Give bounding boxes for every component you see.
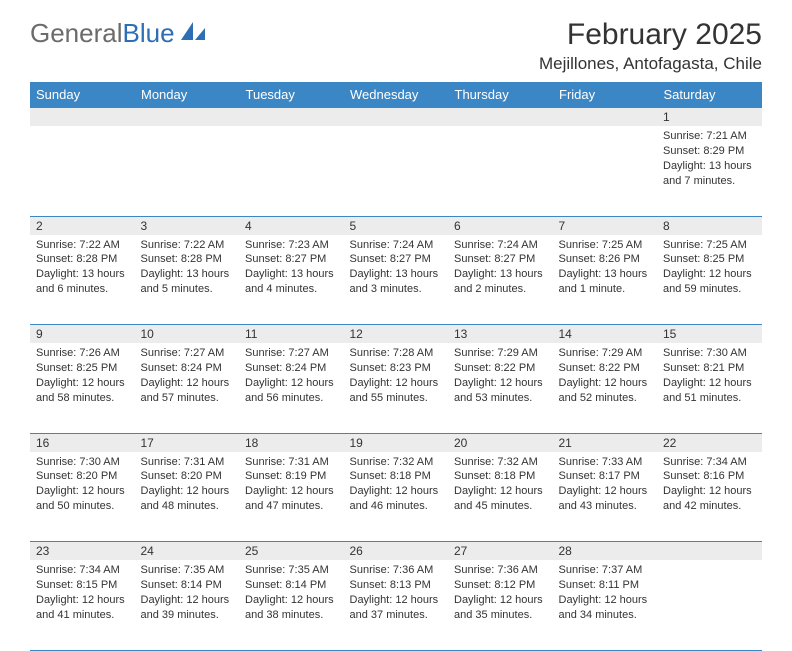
- logo-text-general: General: [30, 18, 123, 49]
- day-content-cell: Sunrise: 7:37 AMSunset: 8:11 PMDaylight:…: [553, 560, 658, 650]
- day-content-cell: [553, 126, 658, 216]
- day-number-cell: 20: [448, 433, 553, 452]
- day-number-cell: 6: [448, 216, 553, 235]
- day-number-cell: 18: [239, 433, 344, 452]
- day-content-cell: Sunrise: 7:36 AMSunset: 8:13 PMDaylight:…: [344, 560, 449, 650]
- day-content-cell: Sunrise: 7:25 AMSunset: 8:25 PMDaylight:…: [657, 235, 762, 325]
- calendar-body: 1 Sunrise: 7:21 AMSunset: 8:29 PMDayligh…: [30, 108, 762, 651]
- day-content-cell: Sunrise: 7:34 AMSunset: 8:15 PMDaylight:…: [30, 560, 135, 650]
- day-number-cell: [30, 108, 135, 127]
- day-number-cell: 12: [344, 325, 449, 344]
- logo: GeneralBlue: [30, 18, 207, 49]
- weekday-tuesday: Tuesday: [239, 82, 344, 108]
- content-row: Sunrise: 7:30 AMSunset: 8:20 PMDaylight:…: [30, 452, 762, 542]
- logo-sail-icon: [179, 18, 207, 49]
- day-number-cell: 28: [553, 542, 658, 561]
- day-number-cell: 7: [553, 216, 658, 235]
- day-content-cell: Sunrise: 7:23 AMSunset: 8:27 PMDaylight:…: [239, 235, 344, 325]
- day-content-cell: Sunrise: 7:32 AMSunset: 8:18 PMDaylight:…: [344, 452, 449, 542]
- day-content-cell: Sunrise: 7:22 AMSunset: 8:28 PMDaylight:…: [30, 235, 135, 325]
- daynum-row: 2345678: [30, 216, 762, 235]
- day-number-cell: 25: [239, 542, 344, 561]
- content-row: Sunrise: 7:22 AMSunset: 8:28 PMDaylight:…: [30, 235, 762, 325]
- day-number-cell: 14: [553, 325, 658, 344]
- day-content-cell: Sunrise: 7:35 AMSunset: 8:14 PMDaylight:…: [135, 560, 240, 650]
- day-number-cell: [553, 108, 658, 127]
- day-content-cell: Sunrise: 7:31 AMSunset: 8:20 PMDaylight:…: [135, 452, 240, 542]
- day-number-cell: 22: [657, 433, 762, 452]
- day-number-cell: 8: [657, 216, 762, 235]
- day-content-cell: Sunrise: 7:35 AMSunset: 8:14 PMDaylight:…: [239, 560, 344, 650]
- day-number-cell: 19: [344, 433, 449, 452]
- day-content-cell: Sunrise: 7:28 AMSunset: 8:23 PMDaylight:…: [344, 343, 449, 433]
- day-number-cell: 23: [30, 542, 135, 561]
- day-content-cell: Sunrise: 7:24 AMSunset: 8:27 PMDaylight:…: [448, 235, 553, 325]
- logo-text-blue: Blue: [123, 18, 175, 49]
- day-content-cell: Sunrise: 7:22 AMSunset: 8:28 PMDaylight:…: [135, 235, 240, 325]
- day-number-cell: [239, 108, 344, 127]
- day-content-cell: Sunrise: 7:27 AMSunset: 8:24 PMDaylight:…: [135, 343, 240, 433]
- content-row: Sunrise: 7:34 AMSunset: 8:15 PMDaylight:…: [30, 560, 762, 650]
- day-content-cell: [30, 126, 135, 216]
- day-number-cell: [448, 108, 553, 127]
- daynum-row: 9101112131415: [30, 325, 762, 344]
- day-number-cell: 21: [553, 433, 658, 452]
- day-number-cell: 27: [448, 542, 553, 561]
- day-number-cell: [344, 108, 449, 127]
- weekday-monday: Monday: [135, 82, 240, 108]
- daynum-row: 232425262728: [30, 542, 762, 561]
- day-number-cell: 3: [135, 216, 240, 235]
- day-number-cell: 10: [135, 325, 240, 344]
- day-content-cell: Sunrise: 7:25 AMSunset: 8:26 PMDaylight:…: [553, 235, 658, 325]
- calendar-table: Sunday Monday Tuesday Wednesday Thursday…: [30, 82, 762, 651]
- day-content-cell: [239, 126, 344, 216]
- day-content-cell: Sunrise: 7:33 AMSunset: 8:17 PMDaylight:…: [553, 452, 658, 542]
- day-content-cell: [657, 560, 762, 650]
- day-number-cell: [135, 108, 240, 127]
- day-number-cell: 2: [30, 216, 135, 235]
- header: GeneralBlue February 2025 Mejillones, An…: [0, 0, 792, 82]
- content-row: Sunrise: 7:26 AMSunset: 8:25 PMDaylight:…: [30, 343, 762, 433]
- day-number-cell: 13: [448, 325, 553, 344]
- day-content-cell: Sunrise: 7:32 AMSunset: 8:18 PMDaylight:…: [448, 452, 553, 542]
- day-number-cell: 16: [30, 433, 135, 452]
- daynum-row: 1: [30, 108, 762, 127]
- day-number-cell: [657, 542, 762, 561]
- daynum-row: 16171819202122: [30, 433, 762, 452]
- day-number-cell: 5: [344, 216, 449, 235]
- day-number-cell: 11: [239, 325, 344, 344]
- day-content-cell: Sunrise: 7:29 AMSunset: 8:22 PMDaylight:…: [448, 343, 553, 433]
- day-number-cell: 1: [657, 108, 762, 127]
- day-content-cell: Sunrise: 7:36 AMSunset: 8:12 PMDaylight:…: [448, 560, 553, 650]
- content-row: Sunrise: 7:21 AMSunset: 8:29 PMDaylight:…: [30, 126, 762, 216]
- weekday-friday: Friday: [553, 82, 658, 108]
- day-content-cell: Sunrise: 7:26 AMSunset: 8:25 PMDaylight:…: [30, 343, 135, 433]
- day-content-cell: [135, 126, 240, 216]
- weekday-saturday: Saturday: [657, 82, 762, 108]
- day-content-cell: Sunrise: 7:24 AMSunset: 8:27 PMDaylight:…: [344, 235, 449, 325]
- day-number-cell: 4: [239, 216, 344, 235]
- day-content-cell: Sunrise: 7:34 AMSunset: 8:16 PMDaylight:…: [657, 452, 762, 542]
- weekday-wednesday: Wednesday: [344, 82, 449, 108]
- day-number-cell: 26: [344, 542, 449, 561]
- weekday-sunday: Sunday: [30, 82, 135, 108]
- day-content-cell: Sunrise: 7:29 AMSunset: 8:22 PMDaylight:…: [553, 343, 658, 433]
- weekday-header-row: Sunday Monday Tuesday Wednesday Thursday…: [30, 82, 762, 108]
- day-number-cell: 17: [135, 433, 240, 452]
- location: Mejillones, Antofagasta, Chile: [539, 54, 762, 74]
- day-content-cell: [344, 126, 449, 216]
- day-content-cell: Sunrise: 7:31 AMSunset: 8:19 PMDaylight:…: [239, 452, 344, 542]
- day-content-cell: Sunrise: 7:27 AMSunset: 8:24 PMDaylight:…: [239, 343, 344, 433]
- day-number-cell: 15: [657, 325, 762, 344]
- title-block: February 2025 Mejillones, Antofagasta, C…: [539, 18, 762, 74]
- day-content-cell: Sunrise: 7:30 AMSunset: 8:21 PMDaylight:…: [657, 343, 762, 433]
- day-content-cell: Sunrise: 7:21 AMSunset: 8:29 PMDaylight:…: [657, 126, 762, 216]
- day-content-cell: Sunrise: 7:30 AMSunset: 8:20 PMDaylight:…: [30, 452, 135, 542]
- day-number-cell: 24: [135, 542, 240, 561]
- day-content-cell: [448, 126, 553, 216]
- day-number-cell: 9: [30, 325, 135, 344]
- weekday-thursday: Thursday: [448, 82, 553, 108]
- month-title: February 2025: [539, 18, 762, 52]
